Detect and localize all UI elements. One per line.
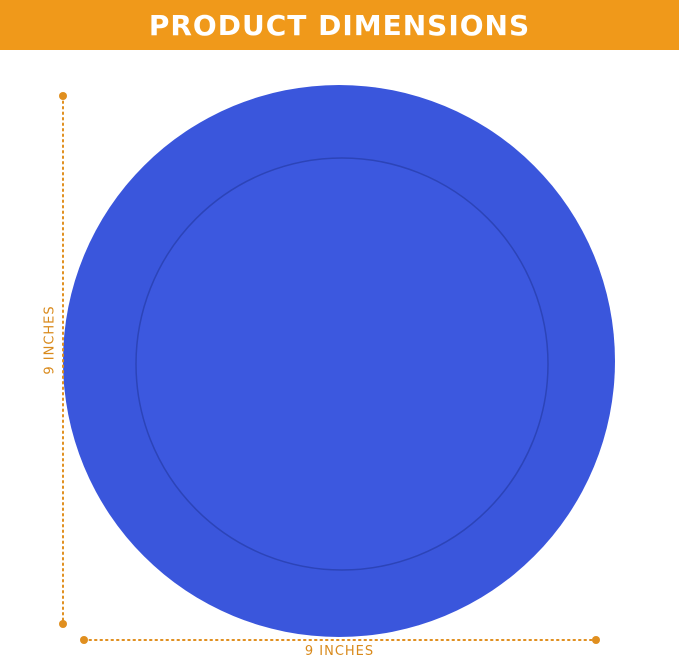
page-title: PRODUCT DIMENSIONS bbox=[148, 8, 531, 42]
height-label: 9 INCHES bbox=[42, 305, 58, 375]
width-label: 9 INCHES bbox=[304, 644, 375, 659]
plate-inner-rim bbox=[135, 157, 549, 571]
height-top-dot bbox=[59, 92, 67, 100]
width-right-dot bbox=[592, 636, 600, 644]
height-bottom-dot bbox=[59, 620, 67, 628]
title-banner: PRODUCT DIMENSIONS bbox=[0, 0, 679, 50]
width-left-dot bbox=[80, 636, 88, 644]
